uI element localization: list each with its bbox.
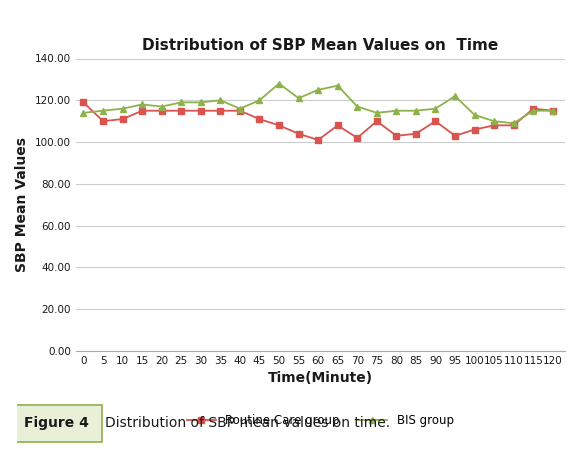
- Routine Care group: [197, 108, 204, 113]
- Routine Care group: [158, 108, 165, 113]
- Routine Care group: [510, 123, 517, 128]
- BIS group: [393, 108, 400, 113]
- Routine Care group: [471, 127, 478, 132]
- BIS group: [236, 106, 243, 111]
- Text: Distribution of SBP mean values on time.: Distribution of SBP mean values on time.: [105, 416, 390, 430]
- BIS group: [256, 98, 263, 103]
- BIS group: [452, 94, 459, 99]
- FancyBboxPatch shape: [12, 405, 102, 441]
- Routine Care group: [530, 106, 537, 111]
- BIS group: [295, 95, 302, 101]
- BIS group: [432, 106, 439, 111]
- Title: Distribution of SBP Mean Values on  Time: Distribution of SBP Mean Values on Time: [142, 38, 498, 53]
- Routine Care group: [139, 108, 146, 113]
- X-axis label: Time(Minute): Time(Minute): [268, 371, 372, 385]
- Routine Care group: [491, 123, 498, 128]
- Routine Care group: [178, 108, 184, 113]
- BIS group: [471, 112, 478, 117]
- Routine Care group: [80, 100, 87, 105]
- Routine Care group: [373, 118, 380, 124]
- BIS group: [373, 110, 380, 116]
- Routine Care group: [217, 108, 224, 113]
- BIS group: [158, 104, 165, 109]
- BIS group: [315, 87, 322, 93]
- BIS group: [80, 110, 87, 116]
- Text: Figure 4: Figure 4: [24, 416, 89, 430]
- Y-axis label: SBP Mean Values: SBP Mean Values: [15, 137, 29, 272]
- BIS group: [354, 104, 361, 109]
- BIS group: [119, 106, 126, 111]
- Routine Care group: [549, 108, 556, 113]
- Routine Care group: [100, 118, 107, 124]
- Routine Care group: [275, 123, 282, 128]
- BIS group: [530, 108, 537, 113]
- Routine Care group: [256, 117, 263, 122]
- Routine Care group: [315, 137, 322, 143]
- BIS group: [275, 81, 282, 86]
- BIS group: [549, 108, 556, 113]
- BIS group: [100, 108, 107, 113]
- Routine Care group: [295, 131, 302, 136]
- BIS group: [413, 108, 420, 113]
- BIS group: [197, 100, 204, 105]
- BIS group: [139, 102, 146, 107]
- Line: BIS group: BIS group: [80, 80, 556, 127]
- Routine Care group: [393, 133, 400, 139]
- Legend: Routine Care group, BIS group: Routine Care group, BIS group: [182, 410, 459, 432]
- Routine Care group: [354, 135, 361, 140]
- Routine Care group: [119, 117, 126, 122]
- Routine Care group: [413, 131, 420, 136]
- BIS group: [491, 118, 498, 124]
- Routine Care group: [334, 123, 341, 128]
- BIS group: [334, 83, 341, 88]
- BIS group: [510, 121, 517, 126]
- Routine Care group: [452, 133, 459, 139]
- BIS group: [217, 98, 224, 103]
- BIS group: [178, 100, 184, 105]
- Routine Care group: [236, 108, 243, 113]
- Routine Care group: [432, 118, 439, 124]
- Line: Routine Care group: Routine Care group: [81, 99, 556, 143]
